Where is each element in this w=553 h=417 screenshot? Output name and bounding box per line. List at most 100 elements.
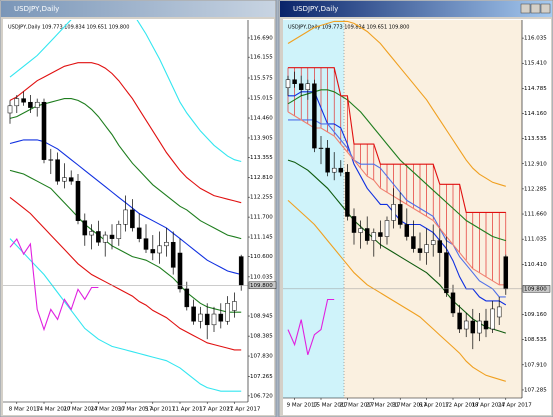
y-tick-label: 116.155 bbox=[250, 55, 273, 61]
candle-body bbox=[358, 228, 363, 233]
x-tick-label: 12 Apr 2017 bbox=[445, 403, 480, 409]
y-tick-label: 115.410 bbox=[524, 61, 547, 67]
candle-body bbox=[417, 248, 423, 253]
close-button[interactable] bbox=[540, 3, 551, 14]
indicator-line bbox=[9, 238, 242, 392]
candle-body bbox=[364, 228, 370, 241]
y-tick-label: 113.905 bbox=[250, 135, 273, 141]
y-tick-label: 114.460 bbox=[250, 116, 273, 122]
x-tick-label: 31 Mar 2017 bbox=[392, 403, 427, 409]
x-tick-label: 30 Mar 2017 bbox=[118, 407, 153, 413]
candle-body bbox=[123, 209, 128, 225]
candle-body bbox=[331, 167, 337, 173]
title-bar[interactable] bbox=[280, 1, 552, 17]
candle-body bbox=[470, 320, 476, 334]
x-tick-label: 11 Apr 2017 bbox=[172, 407, 207, 413]
candle-body bbox=[177, 252, 183, 290]
y-tick-label: 116.690 bbox=[250, 35, 273, 41]
y-tick-label: 116.035 bbox=[524, 36, 547, 42]
indicator-line bbox=[9, 237, 99, 332]
indicator-line bbox=[288, 119, 506, 298]
x-tick-label: 14 Mar 2017 bbox=[36, 407, 71, 413]
y-tick-label: 115.015 bbox=[250, 96, 273, 102]
candle-body bbox=[378, 232, 383, 237]
candle-body bbox=[238, 256, 244, 286]
candle-body bbox=[7, 105, 13, 114]
x-tick-label: 9 Mar 2017 bbox=[287, 403, 319, 409]
x-tick-label: 24 Mar 2017 bbox=[90, 407, 125, 413]
y-tick-label: 108.535 bbox=[524, 337, 547, 343]
plot bbox=[283, 20, 522, 382]
window-title: USDJPY,Daily bbox=[14, 5, 59, 13]
x-tick-label: 24 Apr 2017 bbox=[498, 403, 533, 409]
candle-body bbox=[34, 101, 40, 108]
candle-body bbox=[170, 241, 176, 268]
x-tick-label: 5 Apr 2017 bbox=[145, 407, 176, 413]
candle-body bbox=[312, 83, 317, 149]
candle-body bbox=[102, 234, 108, 243]
indicator-line bbox=[9, 169, 242, 313]
y-tick-label: 107.285 bbox=[524, 387, 547, 393]
candle-body bbox=[457, 312, 462, 330]
candle-body bbox=[463, 320, 469, 330]
y-tick-label: 112.910 bbox=[524, 161, 547, 167]
candle-body bbox=[191, 306, 196, 322]
candle-body bbox=[143, 238, 149, 250]
y-tick-label: 111.145 bbox=[250, 235, 273, 241]
y-tick-label: 111.035 bbox=[524, 237, 547, 243]
maximize-button[interactable] bbox=[530, 3, 541, 14]
candle-body bbox=[318, 147, 324, 149]
candle-body bbox=[450, 292, 456, 314]
candle-body bbox=[338, 167, 344, 173]
candle-body bbox=[204, 313, 210, 326]
candle-body bbox=[41, 101, 47, 160]
minimize-button[interactable] bbox=[520, 3, 531, 14]
candle-body bbox=[68, 177, 74, 182]
candle-body bbox=[305, 83, 311, 91]
candle-body bbox=[483, 320, 489, 330]
candle-body bbox=[397, 204, 403, 225]
y-tick-label: 114.785 bbox=[524, 86, 547, 92]
candle-body bbox=[371, 232, 377, 241]
candle-body bbox=[437, 240, 443, 253]
candle-body bbox=[28, 101, 33, 108]
indicator-line bbox=[287, 89, 506, 242]
candle-body bbox=[218, 313, 224, 322]
candle-body bbox=[351, 216, 357, 233]
y-tick-label: 106.720 bbox=[250, 393, 273, 399]
y-tick-label: 108.385 bbox=[250, 334, 273, 340]
y-tick-label: 107.910 bbox=[524, 362, 547, 368]
x-tick-label: 27 Mar 2017 bbox=[366, 403, 401, 409]
x-tick-label: 15 Mar 2017 bbox=[313, 403, 348, 409]
candle-body bbox=[503, 256, 509, 290]
candle-body bbox=[285, 79, 291, 89]
candle-body bbox=[75, 180, 81, 221]
y-tick-label: 112.255 bbox=[250, 195, 273, 201]
indicator-line bbox=[9, 62, 242, 204]
candle-body bbox=[298, 83, 304, 91]
x-tick-label: 17 Apr 2017 bbox=[199, 407, 234, 413]
y-tick-label: 112.285 bbox=[524, 186, 547, 192]
y-tick-label: 108.945 bbox=[250, 314, 273, 320]
indicator-line bbox=[287, 199, 506, 382]
title-bar[interactable] bbox=[1, 1, 275, 17]
y-tick-label: 115.575 bbox=[250, 75, 273, 81]
candle-body bbox=[157, 245, 162, 254]
candle-body bbox=[404, 224, 410, 237]
y-tick-label: 111.700 bbox=[250, 215, 273, 221]
candle-body bbox=[136, 227, 142, 239]
candle-body bbox=[211, 313, 217, 326]
chart-area bbox=[3, 19, 274, 415]
candle-body bbox=[496, 306, 502, 318]
candle-body bbox=[232, 301, 237, 311]
y-tick-label: 114.160 bbox=[524, 111, 547, 117]
indicator-line bbox=[287, 20, 506, 187]
candle-body bbox=[89, 231, 94, 236]
candle-body bbox=[292, 79, 297, 84]
candle-body bbox=[225, 303, 230, 322]
y-tick-label: 111.660 bbox=[524, 212, 547, 218]
window-title: USDJPY,Daily bbox=[293, 5, 338, 13]
candle-body bbox=[430, 240, 436, 245]
